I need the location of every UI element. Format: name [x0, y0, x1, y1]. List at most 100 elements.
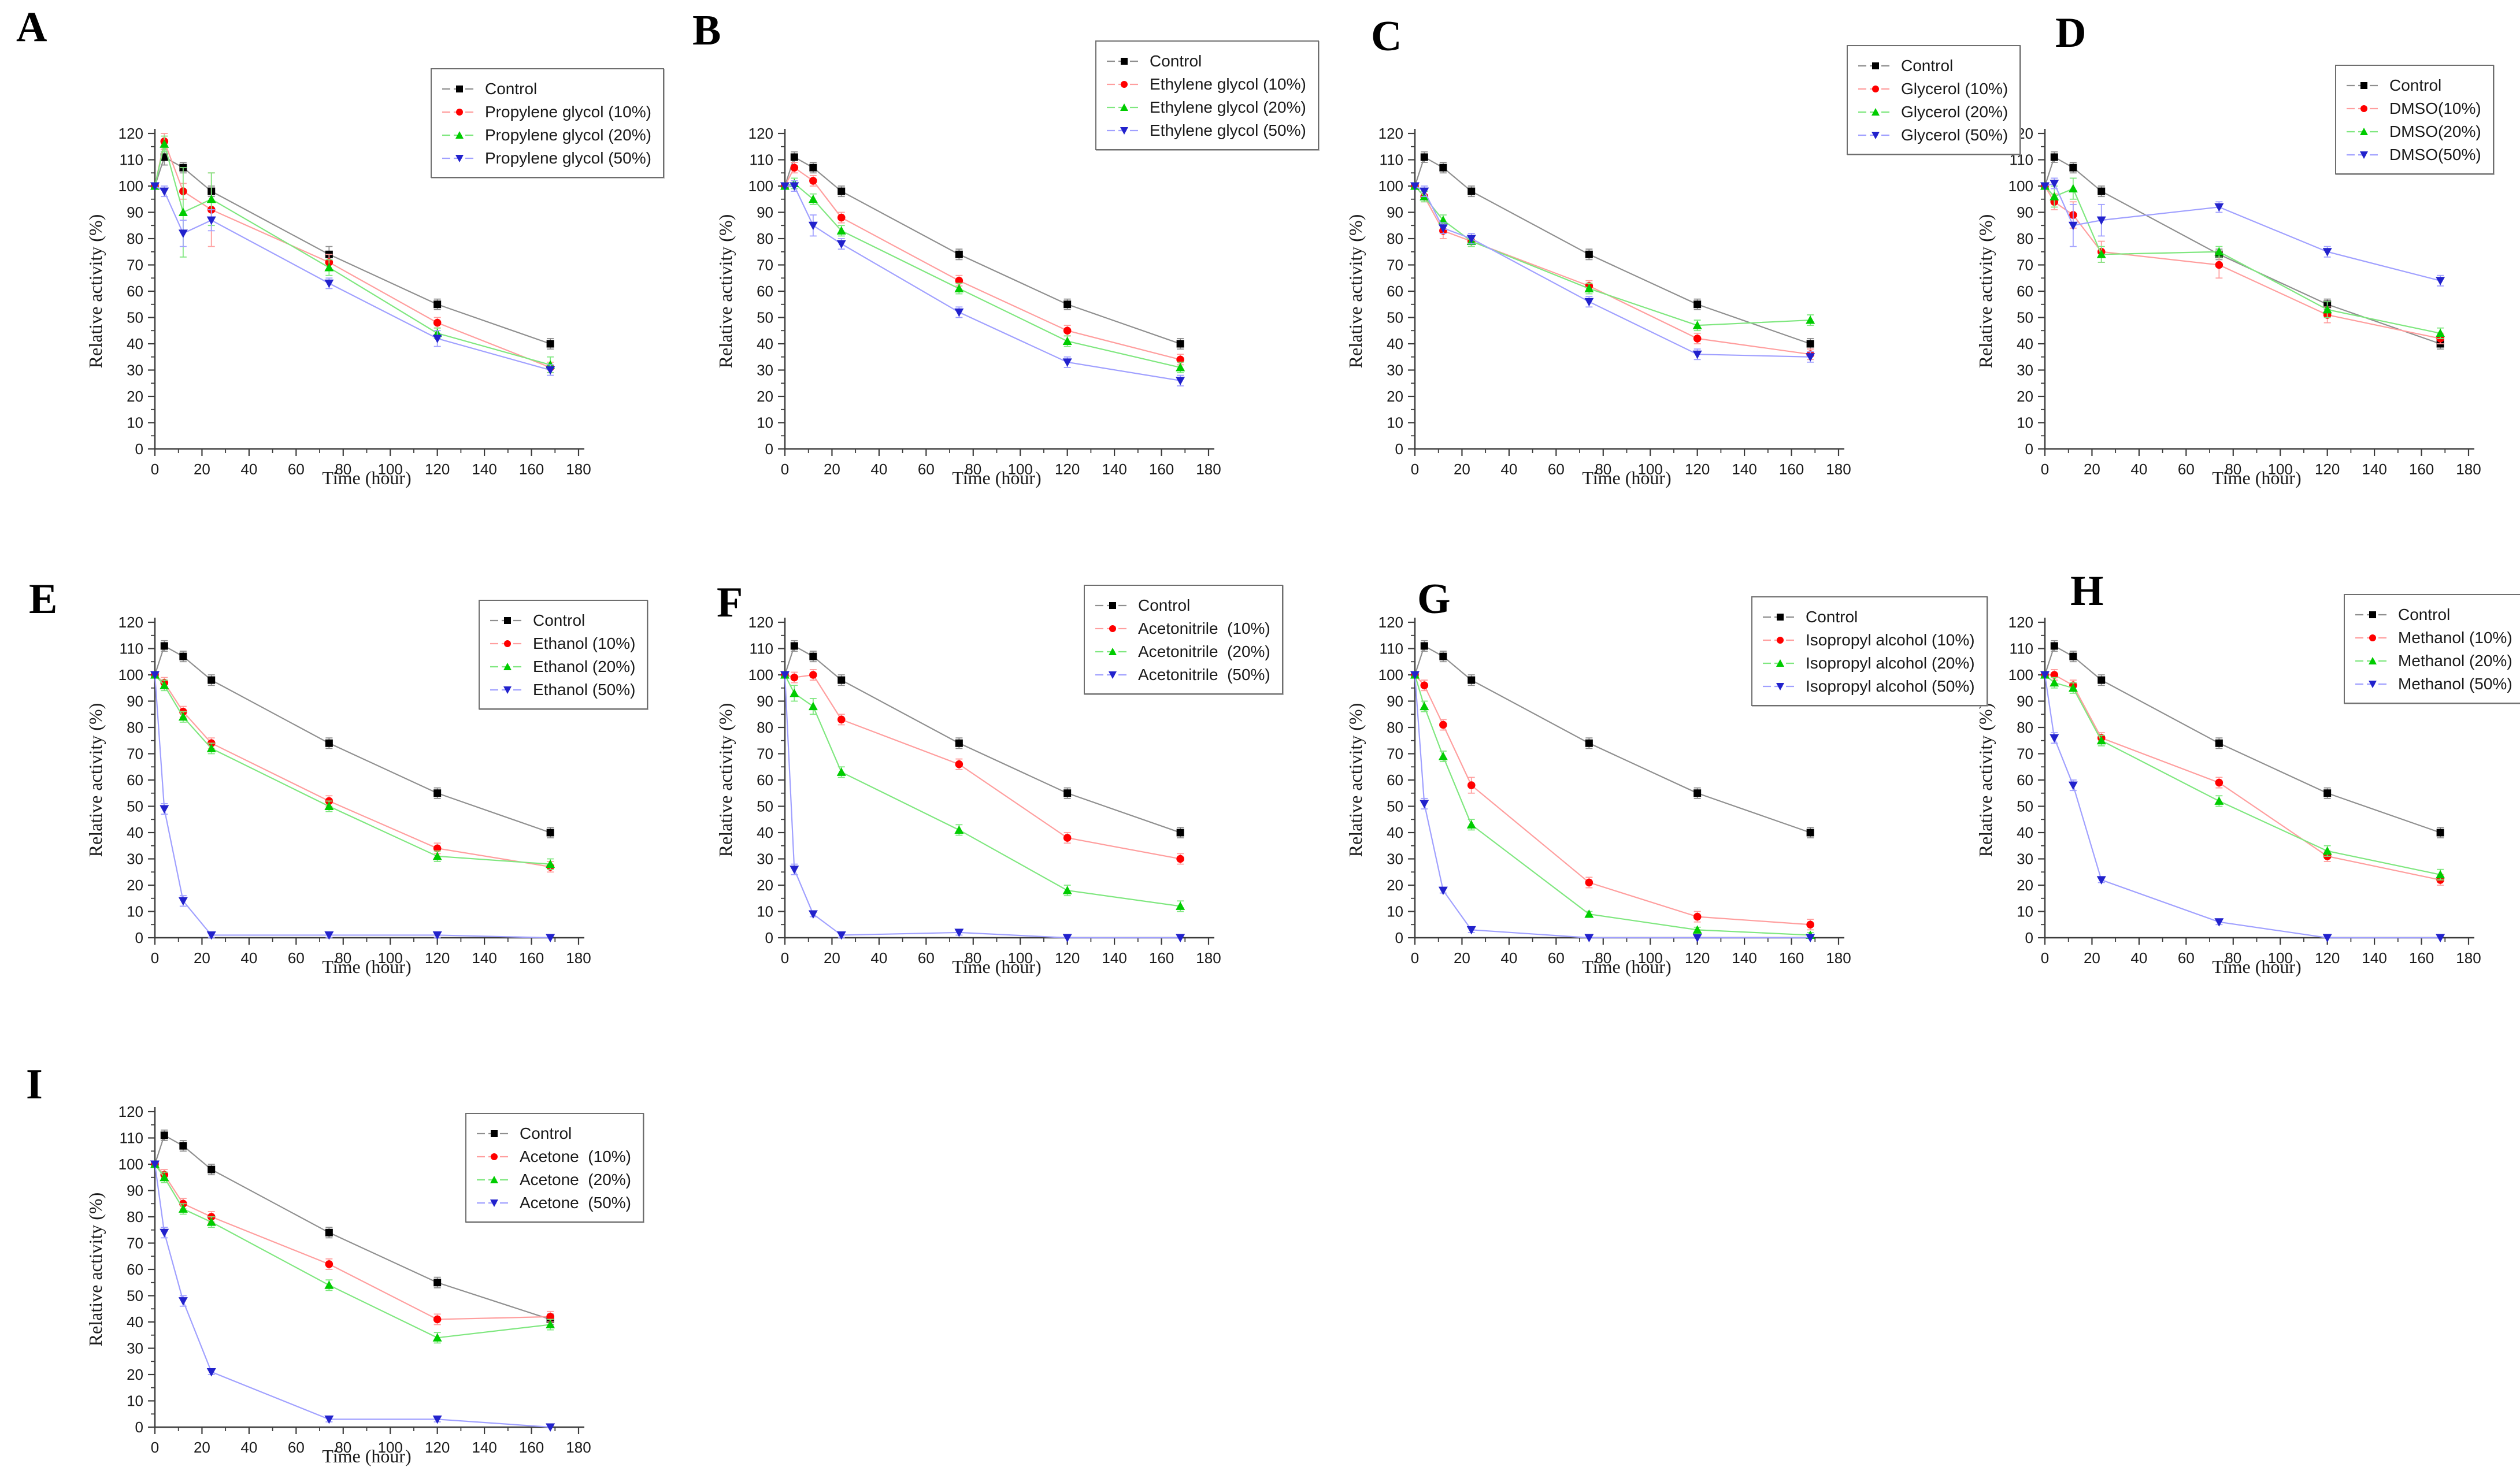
x-axis-title: Time (hour) — [1582, 956, 1671, 977]
data-point-triangle-down — [1062, 358, 1072, 367]
triangle-up-icon — [2355, 657, 2390, 664]
legend-label: Control — [2389, 76, 2442, 94]
legend-item: Control — [2354, 603, 2512, 626]
data-point-triangle-down — [432, 931, 442, 940]
triangle-up-icon — [490, 663, 525, 670]
y-tick-label: 70 — [2017, 745, 2033, 763]
y-tick-label: 120 — [118, 1103, 143, 1120]
legend-label: Ethylene glycol (10%) — [1150, 75, 1306, 93]
legend-item: Control — [1094, 594, 1270, 617]
data-point-circle — [2215, 778, 2223, 787]
square-icon — [490, 617, 525, 624]
legend-label: Glycerol (10%) — [1901, 80, 2008, 98]
data-point-circle — [1439, 720, 1447, 729]
data-point-circle — [1467, 781, 1476, 789]
data-point-square — [2097, 676, 2106, 684]
y-tick-label: 20 — [757, 877, 773, 894]
x-tick-label: 60 — [1548, 949, 1565, 967]
x-tick-label: 120 — [1055, 460, 1080, 478]
data-point-triangle-up — [954, 284, 964, 292]
data-point-triangle-up — [836, 226, 846, 235]
y-tick-label: 110 — [750, 640, 773, 658]
data-point-square — [1585, 739, 1593, 747]
data-point-triangle-up — [1584, 909, 1594, 918]
legend-label: Propylene glycol (10%) — [485, 103, 651, 121]
data-point-circle — [2050, 671, 2059, 679]
y-tick-label: 50 — [757, 798, 773, 815]
legend-item: Methanol (20%) — [2354, 649, 2512, 673]
legend-label: Ethylene glycol (20%) — [1150, 98, 1306, 116]
triangle-up-icon — [477, 1176, 512, 1183]
data-point-triangle-down — [790, 182, 799, 191]
data-point-circle — [1693, 335, 1702, 343]
y-tick-label: 10 — [2017, 903, 2033, 920]
legend-item: Acetone (50%) — [476, 1191, 631, 1215]
data-point-triangle-up — [546, 859, 555, 868]
y-tick-label: 30 — [127, 362, 143, 379]
y-tick-label: 10 — [2017, 414, 2033, 432]
legend-label: DMSO(10%) — [2389, 99, 2481, 117]
x-tick-label: 60 — [1548, 460, 1565, 478]
legend-label: Control — [533, 611, 585, 629]
y-tick-label: 30 — [1387, 851, 1403, 868]
data-point-square — [1063, 789, 1072, 797]
y-tick-label: 30 — [757, 362, 773, 379]
triangle-down-icon — [1858, 132, 1893, 139]
data-point-triangle-up — [324, 263, 334, 272]
y-tick-label: 20 — [1387, 877, 1403, 894]
data-point-triangle-down — [1466, 235, 1476, 243]
data-point-circle — [955, 277, 963, 285]
data-point-square — [160, 642, 168, 650]
y-tick-label: 110 — [1380, 640, 1403, 658]
x-tick-label: 120 — [425, 460, 450, 478]
x-tick-label: 140 — [472, 1439, 496, 1456]
x-tick-label: 60 — [288, 460, 305, 478]
x-tick-label: 0 — [2041, 460, 2049, 478]
x-tick-label: 120 — [1055, 949, 1080, 967]
y-tick-label: 80 — [1387, 719, 1403, 736]
legend-item: Ethylene glycol (10%) — [1106, 73, 1306, 96]
y-axis-title: Relative activity (%) — [85, 1193, 106, 1347]
data-point-square — [2323, 789, 2332, 797]
x-axis-title: Time (hour) — [952, 956, 1041, 977]
data-point-circle — [1176, 355, 1184, 364]
y-tick-label: 120 — [2008, 614, 2033, 631]
x-tick-label: 180 — [1826, 949, 1851, 967]
y-tick-label: 100 — [1378, 666, 1403, 684]
x-tick-label: 160 — [2409, 460, 2434, 478]
y-axis-title: Relative activity (%) — [1975, 214, 1996, 369]
panel-letter-c: C — [1371, 13, 1402, 60]
data-point-triangle-down — [1420, 800, 1429, 808]
data-point-triangle-down — [836, 931, 846, 940]
y-tick-label: 120 — [118, 614, 143, 631]
y-tick-label: 10 — [757, 903, 773, 920]
panel-letter-a: A — [16, 3, 47, 51]
legend-item: Ethylene glycol (20%) — [1106, 96, 1306, 119]
data-point-square — [790, 642, 798, 650]
y-tick-label: 80 — [2017, 719, 2033, 736]
legend-item: Propylene glycol (20%) — [441, 124, 651, 147]
y-tick-label: 60 — [127, 771, 143, 789]
y-tick-label: 90 — [757, 204, 773, 221]
data-point-circle — [809, 177, 817, 185]
series-line — [784, 183, 1181, 369]
data-point-square — [2436, 829, 2444, 837]
legend-label: DMSO(20%) — [2389, 122, 2481, 140]
legend-label: Ethanol (20%) — [533, 658, 636, 675]
y-tick-label: 80 — [127, 230, 143, 247]
y-tick-label: 40 — [757, 335, 773, 352]
series-line — [1414, 185, 1811, 326]
legend-item: Ethanol (20%) — [489, 655, 635, 678]
data-point-square — [1420, 642, 1428, 650]
series-line — [784, 156, 1181, 345]
y-tick-label: 50 — [2017, 309, 2033, 326]
series-propylene-glycol-50- — [150, 182, 555, 376]
series-acetone-20- — [150, 1160, 555, 1344]
x-tick-label: 120 — [425, 1439, 450, 1456]
x-tick-label: 140 — [1102, 460, 1126, 478]
data-point-square — [546, 829, 554, 837]
y-tick-label: 30 — [2017, 851, 2033, 868]
data-point-triangle-down — [1410, 182, 1420, 191]
data-point-circle — [433, 844, 442, 853]
y-tick-label: 60 — [2017, 283, 2033, 300]
